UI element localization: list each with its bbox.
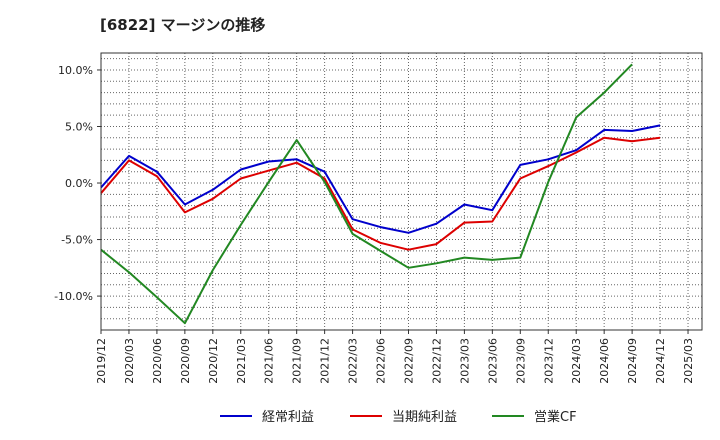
y-tick-label: -10.0% [54,290,93,303]
x-tick-label: 2022/12 [430,338,443,384]
y-tick-label: 10.0% [58,64,93,77]
x-tick-label: 2022/09 [402,338,415,384]
x-tick-label: 2020/12 [207,338,220,384]
x-tick-label: 2024/03 [570,338,583,384]
x-tick-label: 2022/03 [347,338,360,384]
y-axis-ticks: -10.0% -5.0% 0.0% 5.0% 10.0% [54,64,101,303]
plot-frame [100,52,703,331]
series-line-営業CF [100,63,633,325]
x-tick-label: 2022/06 [375,338,388,384]
legend-label: 経常利益 [262,410,314,425]
legend-label: 営業CF [534,409,577,425]
x-tick-label: 2021/03 [235,338,248,384]
x-tick-label: 2024/09 [626,338,639,384]
series-lines [100,63,661,325]
x-tick-label: 2020/06 [151,338,164,384]
y-tick-label: -5.0% [61,234,93,247]
x-tick-label: 2020/03 [123,338,136,384]
y-tick-label: 0.0% [65,177,93,190]
series-line-経常利益 [100,124,661,234]
legend-label: 当期純利益 [392,410,457,425]
legend: 経常利益 当期純利益 営業CF [220,409,577,425]
x-tick-label: 2020/09 [179,338,192,384]
x-tick-label: 2023/09 [514,338,527,384]
x-tick-label: 2021/09 [291,338,304,384]
x-tick-label: 2025/03 [682,338,695,384]
series-line-当期純利益 [100,136,661,251]
x-axis-ticks: 2019/12 2020/03 2020/06 2020/09 2020/12 2021/… [95,330,695,384]
y-tick-label: 5.0% [65,120,93,133]
chart-title: [6822] マージンの推移 [100,16,266,34]
x-tick-label: 2023/12 [542,338,555,384]
grid [100,53,702,331]
x-tick-label: 2024/06 [598,338,611,384]
x-tick-label: 2019/12 [95,338,108,384]
x-tick-label: 2023/06 [486,338,499,384]
x-tick-label: 2023/03 [458,338,471,384]
x-tick-label: 2024/12 [654,338,667,384]
x-tick-label: 2021/06 [263,338,276,384]
x-tick-label: 2021/12 [319,338,332,384]
